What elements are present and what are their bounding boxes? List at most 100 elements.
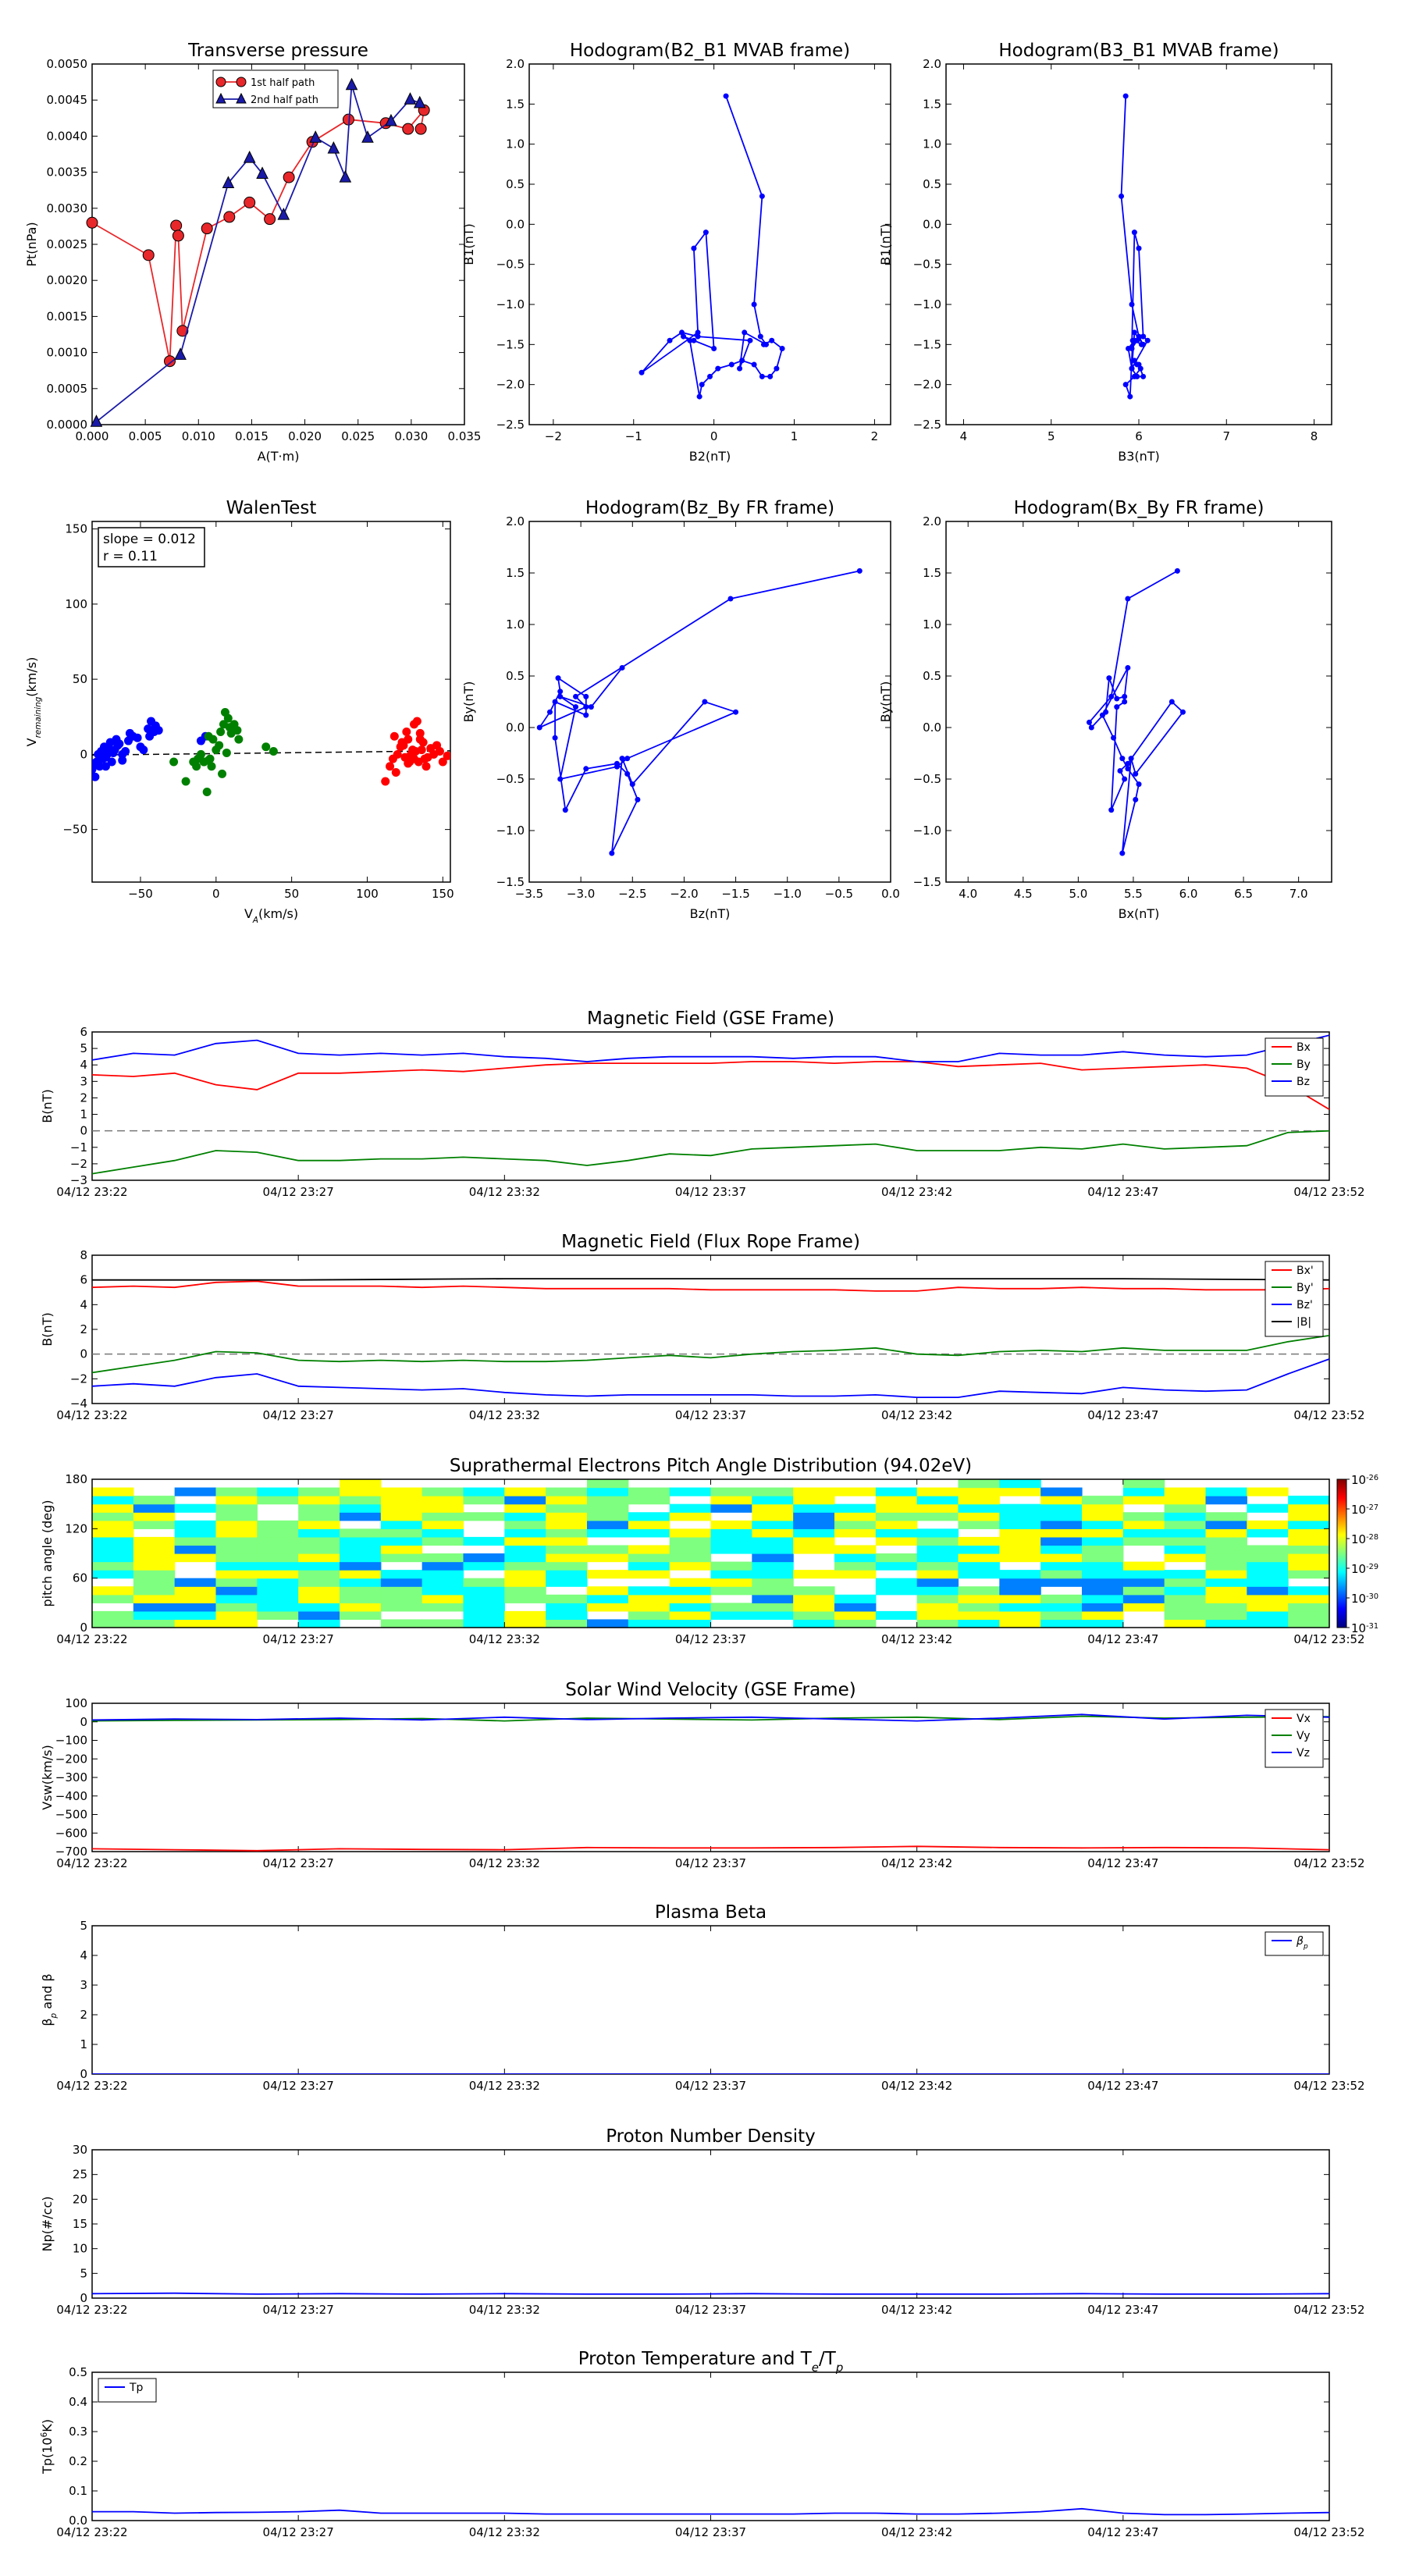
heatmap-cell [958,1594,1000,1603]
heatmap-cell [422,1594,464,1603]
heatmap-cell [916,1536,959,1546]
data-point [711,345,717,351]
heatmap-cell [174,1610,217,1621]
heatmap-cell [834,1603,877,1612]
x-tick-label: 2 [871,429,879,443]
heatmap-cell [999,1586,1041,1596]
heatmap-cell [1247,1594,1289,1603]
heatmap-cell [669,1578,712,1587]
data-point [92,759,98,768]
heatmap-cell [257,1496,299,1505]
heatmap-cell [1082,1520,1124,1529]
x-tick-label: 0.020 [288,429,322,443]
heatmap-cell [340,1512,382,1521]
y-tick-label: −700 [55,1845,87,1859]
heatmap-cell [1164,1578,1207,1587]
data-point [223,211,236,223]
heatmap-cell [298,1603,340,1612]
heatmap-cell [340,1479,382,1489]
x-tick-label: 04/12 23:37 [675,2303,746,2317]
y-tick-label: 5 [80,1041,87,1055]
heatmap-cell [380,1553,423,1563]
heatmap-cell [628,1586,670,1596]
heatmap-cell [793,1594,835,1603]
heatmap-cell [834,1570,877,1579]
heatmap-cell [215,1561,258,1571]
y-tick-label: 2 [80,1322,87,1336]
heatmap-cell [546,1603,588,1612]
x-tick-label: 04/12 23:32 [469,1632,540,1646]
heatmap-cell [752,1570,794,1579]
x-tick-label: 04/12 23:42 [881,1408,952,1422]
heatmap-cell [133,1512,176,1521]
series-line-0 [1120,96,1149,397]
y-axis-label-part: 6 [40,2432,49,2438]
x-tick-label: 04/12 23:32 [469,2079,540,2093]
x-tick-label: 04/12 23:32 [469,1408,540,1422]
heatmap-cell [669,1610,712,1621]
heatmap-cell [298,1594,340,1603]
data-point [774,365,780,372]
heatmap-cell [174,1578,217,1587]
heatmap-cell [1040,1610,1083,1621]
heatmap-cell [916,1503,959,1513]
y-tick-label: 6 [80,1273,87,1287]
heatmap-cell [1205,1603,1247,1612]
data-point [1119,850,1126,856]
y-tick-label: 0.0045 [47,93,88,107]
heatmap-cell [257,1520,299,1529]
heatmap-cell [628,1496,670,1505]
heatmap-cell [916,1496,959,1505]
x-tick-label: −2.0 [670,887,698,901]
x-tick-label: 1 [791,429,799,443]
y-tick-label: 30 [73,2143,87,2157]
y-tick-label: −50 [62,823,87,837]
data-point [1114,696,1120,702]
heatmap-cell [1288,1619,1330,1628]
heatmap-cell [133,1520,176,1529]
heatmap-cell [1164,1487,1207,1496]
y-tick-label: 10 [73,2242,87,2256]
heatmap-cell [628,1528,670,1538]
y-tick-label: 1.5 [923,97,941,111]
data-point [1125,760,1131,767]
y-axis-label: βp and β [40,1973,59,2026]
heatmap-cell [92,1545,134,1554]
heatmap-cell [174,1586,217,1596]
y-tick-label: −1.5 [496,875,525,889]
y-tick-label: 0.4 [69,2395,87,2409]
chart-tp_temp: 0.0 0.1 0.2 0.3 0.4 0.5 04/12 23:22 04/12 23:27… [40,2349,1365,2539]
heatmap-cell [875,1528,918,1538]
heatmap-cell [1288,1594,1330,1603]
y-tick-label: 1.5 [506,566,525,580]
heatmap-cell [215,1503,258,1513]
x-tick-label: −1.0 [773,887,801,901]
heatmap-cell [1164,1619,1207,1628]
y-tick-label: 50 [73,672,87,686]
heatmap-cell [1247,1603,1289,1612]
heatmap-cell [340,1594,382,1603]
heatmap-cell [752,1496,794,1505]
data-point [1128,756,1134,762]
y-tick-label: −400 [55,1789,87,1803]
heatmap-cell [546,1594,588,1603]
data-point [715,365,721,372]
data-point [696,393,702,400]
heatmap-cell [669,1594,712,1603]
data-point [751,361,757,368]
x-tick-label: 7.0 [1289,887,1308,901]
heatmap-cell [628,1619,670,1628]
heatmap-cell [793,1512,835,1521]
heatmap-cell [834,1503,877,1513]
heatmap-cell [1040,1570,1083,1579]
data-point [133,733,142,742]
heatmap-cell [1247,1610,1289,1621]
heatmap-cell [133,1503,176,1513]
heatmap-cell [133,1545,176,1554]
heatmap-cell [546,1512,588,1521]
y-tick-label: 0.0000 [47,418,88,432]
y-tick-label: 0.0040 [47,129,88,143]
y-tick-label: −500 [55,1808,87,1822]
heatmap-cell [92,1496,134,1505]
data-point [176,325,189,337]
